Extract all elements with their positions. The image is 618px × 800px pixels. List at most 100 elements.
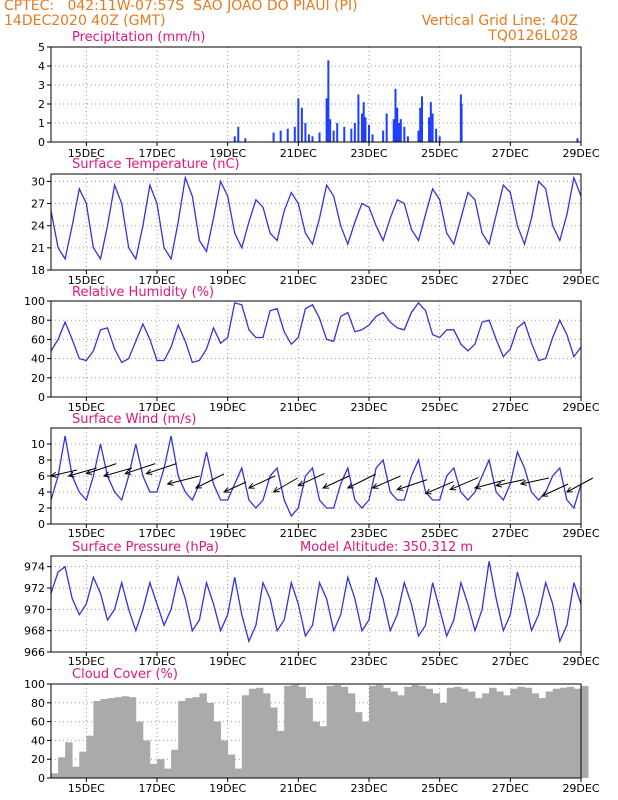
x-tick-label: 21DEC [280, 655, 317, 668]
cloud-bar [305, 698, 313, 778]
x-tick-label: 27DEC [492, 527, 529, 540]
precip-bar [394, 88, 397, 142]
y-tick-label: 972 [24, 582, 45, 595]
x-tick-label: 29DEC [562, 655, 599, 668]
cloud-title: Cloud Cover (%) [72, 667, 178, 682]
rh-series-line [50, 301, 582, 364]
precip-bar [396, 107, 399, 142]
cloud-bar [86, 735, 94, 778]
y-tick-label: 20 [31, 753, 45, 766]
pressure-annotation: Model Altitude: 350.312 m [300, 540, 473, 555]
cloud-bar [178, 700, 186, 778]
precip-bar [438, 136, 441, 142]
cloud-bar [312, 721, 320, 778]
precip-bar [371, 134, 374, 142]
x-tick-label: 23DEC [350, 401, 387, 414]
precip-bar [368, 124, 370, 142]
x-tick-label: 23DEC [350, 655, 387, 668]
cloud-bar [489, 687, 497, 778]
wind-arrow-shaft [450, 477, 479, 491]
y-tick-label: 40 [31, 353, 45, 366]
cloud-bar [149, 763, 158, 778]
x-tick-label: 29DEC [562, 782, 599, 795]
cloud-bar [397, 695, 405, 778]
wind-arrow-head [102, 471, 110, 478]
rh-frame [50, 300, 582, 398]
y-tick-label: 2 [38, 98, 45, 111]
wind-arrow-head [371, 483, 379, 489]
cloud-bar [361, 721, 370, 778]
x-tick-label: 21DEC [280, 782, 317, 795]
wind-arrow-shaft [273, 477, 298, 493]
cloud-bar [432, 693, 441, 778]
y-tick-label: 80 [31, 697, 45, 710]
cloud-bar [277, 731, 285, 778]
x-tick-label: 23DEC [350, 147, 387, 160]
y-tick-label: 4 [38, 486, 45, 499]
cloud-bar [446, 687, 455, 778]
y-tick-label: 5 [38, 41, 45, 54]
cloud-bar [51, 773, 59, 778]
precip-bar [362, 102, 365, 142]
precip-bar [429, 102, 432, 142]
wind-title: Surface Wind (m/s) [72, 412, 196, 427]
wind-arrow-shaft [322, 475, 350, 489]
y-tick-label: 100 [24, 295, 45, 308]
x-tick-label: 17DEC [138, 527, 175, 540]
cloud-bar [383, 687, 391, 778]
cloud-bar [227, 754, 236, 778]
precip-bar [300, 107, 303, 142]
y-tick-label: 968 [24, 625, 45, 638]
wind-arrow-shaft [520, 477, 550, 485]
wind-arrow-head [297, 480, 305, 487]
x-tick-label: 23DEC [350, 274, 387, 287]
y-tick-label: 2 [38, 502, 45, 515]
cloud-bar [453, 686, 462, 778]
pressure-panel: 966 968 970 972 974 15DEC 17DEC 19DEC 21DEC 23DEC… [24, 540, 600, 668]
y-tick-label: 21 [31, 242, 45, 255]
cloud-bar [65, 742, 73, 778]
wind-arrow-head [424, 488, 432, 495]
x-tick-label: 19DEC [209, 782, 246, 795]
wind-arrow-head [495, 481, 503, 488]
x-tick-label: 19DEC [209, 401, 246, 414]
cloud-bar [263, 693, 271, 778]
cloud-bar [206, 702, 214, 778]
x-tick-label: 27DEC [492, 147, 529, 160]
y-tick-label: 60 [31, 333, 45, 346]
cloud-bar [58, 757, 66, 778]
cloud-bar [234, 768, 243, 778]
y-tick-label: 80 [31, 314, 45, 327]
wind-arrow-shaft [248, 475, 276, 489]
wind-arrow-head [473, 483, 481, 490]
x-tick-label: 17DEC [138, 274, 175, 287]
y-tick-label: 0 [38, 518, 45, 531]
cloud-bar [531, 693, 540, 778]
x-tick-label: 25DEC [421, 655, 458, 668]
precip-bar [286, 128, 289, 142]
wind-arrow-head [85, 469, 93, 475]
cloud-bar [460, 688, 469, 778]
precip-bar [307, 134, 310, 142]
precip-bar [244, 138, 247, 142]
header-model-id: TQ0126L028 [488, 28, 578, 44]
temp-frame [50, 173, 582, 271]
y-tick-label: 0 [38, 391, 45, 404]
cloud-bar [425, 688, 434, 778]
cloud-bar [404, 686, 412, 778]
x-tick-label: 19DEC [209, 147, 246, 160]
x-tick-label: 15DEC [68, 401, 105, 414]
cloud-bar [199, 693, 207, 778]
x-tick-label: 29DEC [562, 401, 599, 414]
precip-bar [318, 132, 321, 142]
x-tick-label: 15DEC [68, 527, 105, 540]
cloud-bar [503, 695, 511, 778]
wind-arrow-head [449, 484, 457, 491]
cloud-bar [552, 688, 561, 778]
cloud-bar [284, 685, 292, 778]
cloud-frame [50, 683, 582, 779]
y-tick-label: 970 [24, 603, 45, 616]
precip-bar [435, 128, 438, 142]
precip-bar [403, 126, 406, 142]
